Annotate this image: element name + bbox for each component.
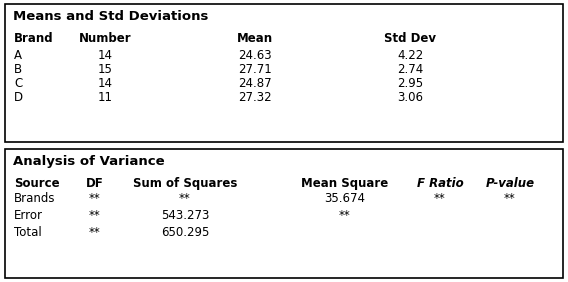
Text: Total: Total [14,226,42,239]
Text: Mean Square: Mean Square [302,177,389,190]
Text: 2.95: 2.95 [397,77,423,90]
Bar [5,149,563,278]
Text: 24.87: 24.87 [238,77,272,90]
Text: **: ** [89,226,101,239]
Text: B: B [14,63,22,76]
Text: **: ** [89,192,101,205]
Text: 650.295: 650.295 [161,226,209,239]
Text: A: A [14,49,22,62]
Text: 14: 14 [98,77,112,90]
Text: 27.71: 27.71 [238,63,272,76]
Text: 15: 15 [98,63,112,76]
Text: Mean: Mean [237,32,273,45]
Text: Brand: Brand [14,32,53,45]
Text: P-value: P-value [486,177,534,190]
Text: **: ** [434,192,446,205]
Text: Brands: Brands [14,192,56,205]
Text: 543.273: 543.273 [161,209,209,222]
Text: **: ** [89,209,101,222]
Text: Analysis of Variance: Analysis of Variance [13,155,165,168]
Text: 35.674: 35.674 [324,192,365,205]
Text: **: ** [179,192,191,205]
Text: 2.74: 2.74 [397,63,423,76]
Text: **: ** [504,192,516,205]
Text: Source: Source [14,177,60,190]
Text: Error: Error [14,209,43,222]
Text: C: C [14,77,22,90]
Text: Means and Std Deviations: Means and Std Deviations [13,10,208,23]
Text: Std Dev: Std Dev [384,32,436,45]
Text: F Ratio: F Ratio [416,177,463,190]
Text: Sum of Squares: Sum of Squares [133,177,237,190]
Text: **: ** [339,209,351,222]
Text: Number: Number [79,32,131,45]
Text: 3.06: 3.06 [397,91,423,104]
Bar [5,4,563,142]
Text: 24.63: 24.63 [238,49,272,62]
Text: 4.22: 4.22 [397,49,423,62]
Text: D: D [14,91,23,104]
Text: 11: 11 [98,91,112,104]
Text: 14: 14 [98,49,112,62]
Text: DF: DF [86,177,104,190]
Text: 27.32: 27.32 [238,91,272,104]
